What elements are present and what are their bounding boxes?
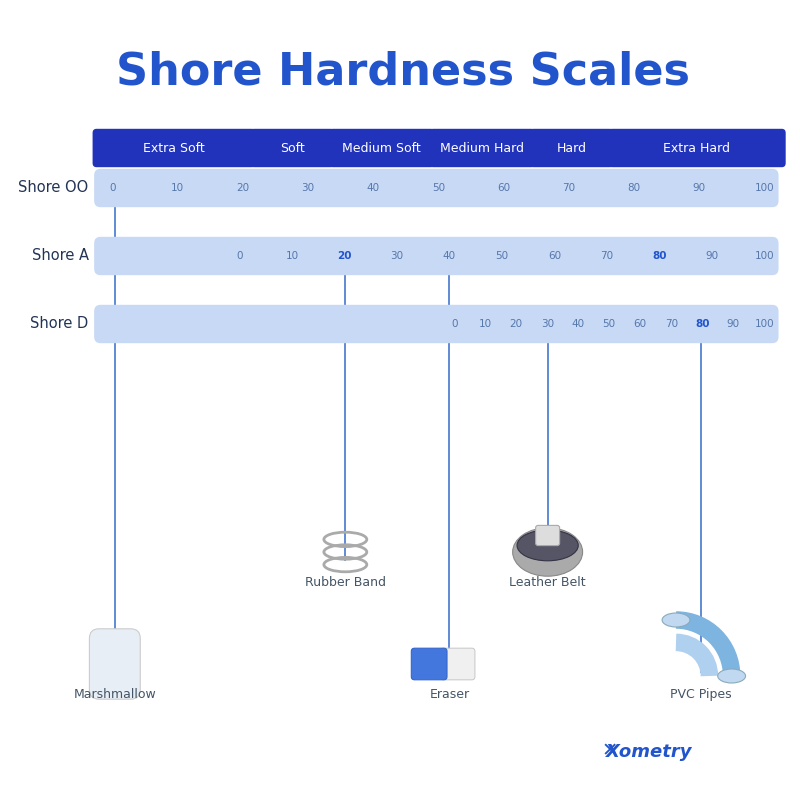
Text: 90: 90: [726, 319, 740, 329]
Text: 70: 70: [600, 251, 614, 261]
Text: 100: 100: [754, 183, 774, 193]
FancyBboxPatch shape: [530, 129, 614, 167]
Text: Medium Hard: Medium Hard: [440, 142, 524, 154]
Ellipse shape: [662, 613, 690, 627]
FancyBboxPatch shape: [411, 648, 447, 680]
Text: 60: 60: [634, 319, 646, 329]
Text: 10: 10: [171, 183, 184, 193]
Text: 0: 0: [110, 183, 116, 193]
Text: 70: 70: [665, 319, 678, 329]
Text: 100: 100: [754, 319, 774, 329]
Text: 70: 70: [562, 183, 575, 193]
FancyBboxPatch shape: [93, 129, 256, 167]
Text: 30: 30: [390, 251, 403, 261]
Text: 90: 90: [706, 251, 718, 261]
Text: Xometry: Xometry: [606, 743, 692, 761]
Text: 10: 10: [286, 251, 298, 261]
Text: Marshmallow: Marshmallow: [74, 688, 156, 701]
Text: 80: 80: [627, 183, 641, 193]
Text: Eraser: Eraser: [430, 688, 470, 701]
Text: 40: 40: [366, 183, 380, 193]
Text: Shore A: Shore A: [32, 249, 89, 263]
FancyBboxPatch shape: [429, 129, 535, 167]
FancyBboxPatch shape: [329, 129, 434, 167]
FancyBboxPatch shape: [94, 237, 778, 275]
Text: 0: 0: [236, 251, 243, 261]
Text: 40: 40: [443, 251, 456, 261]
Ellipse shape: [718, 669, 746, 683]
Text: 10: 10: [478, 319, 492, 329]
FancyBboxPatch shape: [608, 129, 786, 167]
FancyBboxPatch shape: [94, 169, 778, 207]
Text: 50: 50: [495, 251, 509, 261]
Text: Leather Belt: Leather Belt: [510, 576, 586, 589]
Text: 20: 20: [510, 319, 523, 329]
Text: 90: 90: [693, 183, 706, 193]
FancyBboxPatch shape: [94, 305, 778, 343]
Text: Hard: Hard: [557, 142, 586, 154]
Text: 0: 0: [451, 319, 458, 329]
Text: Extra Hard: Extra Hard: [663, 142, 730, 154]
Text: PVC Pipes: PVC Pipes: [670, 688, 731, 701]
Ellipse shape: [513, 528, 582, 576]
Text: 20: 20: [338, 251, 352, 261]
Text: Rubber Band: Rubber Band: [305, 576, 386, 589]
FancyBboxPatch shape: [440, 648, 475, 680]
Text: Extra Soft: Extra Soft: [143, 142, 205, 154]
Text: 80: 80: [695, 319, 710, 329]
Text: 30: 30: [302, 183, 314, 193]
Text: 20: 20: [236, 183, 250, 193]
Text: Shore D: Shore D: [30, 317, 89, 331]
Text: 100: 100: [754, 251, 774, 261]
Text: 40: 40: [572, 319, 585, 329]
Text: 50: 50: [432, 183, 445, 193]
Text: Medium Soft: Medium Soft: [342, 142, 422, 154]
Text: Shore OO: Shore OO: [18, 181, 89, 195]
Text: Soft: Soft: [280, 142, 305, 154]
Text: ✕: ✕: [601, 741, 618, 760]
Text: 50: 50: [602, 319, 616, 329]
Text: 80: 80: [652, 251, 666, 261]
Text: 60: 60: [548, 251, 561, 261]
FancyBboxPatch shape: [250, 129, 334, 167]
Text: 30: 30: [541, 319, 554, 329]
FancyBboxPatch shape: [90, 629, 140, 699]
Text: Shore Hardness Scales: Shore Hardness Scales: [115, 50, 690, 94]
Ellipse shape: [517, 530, 578, 561]
FancyBboxPatch shape: [536, 526, 560, 546]
Text: 60: 60: [497, 183, 510, 193]
